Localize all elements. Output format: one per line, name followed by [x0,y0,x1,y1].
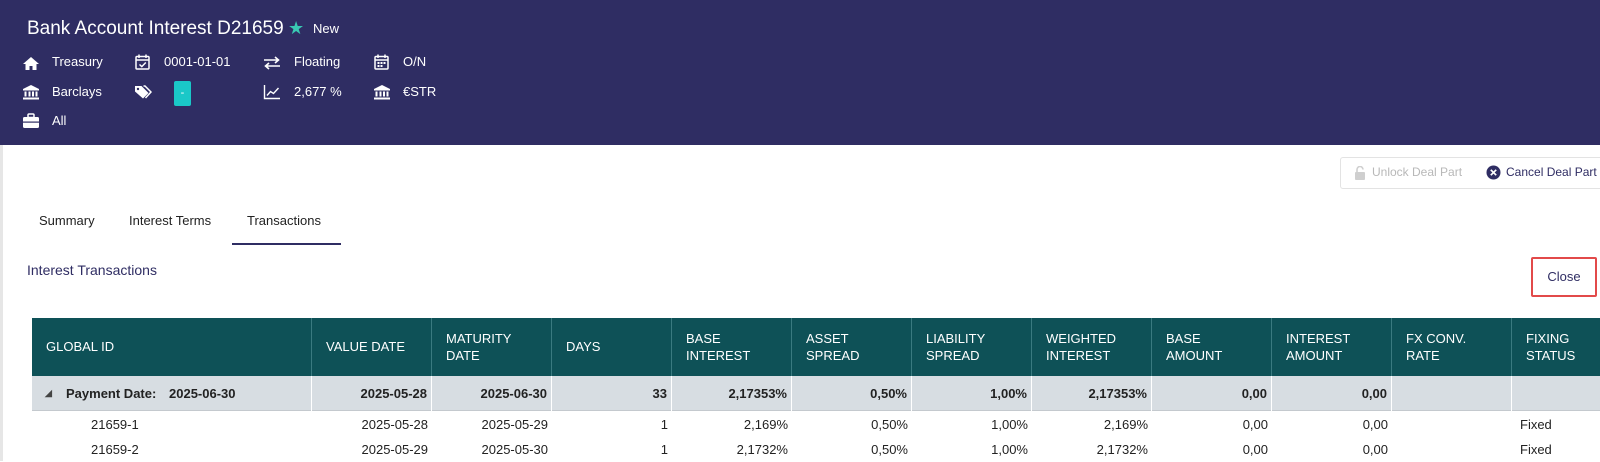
cell-base-amount: 0,00 [1242,417,1268,432]
group-value-date: 2025-05-28 [312,376,432,411]
cell-asset-spread: 0,50% [871,417,908,432]
meta-counterparty: Barclays [52,84,102,99]
meta-rate-type: Floating [294,54,341,69]
column-header[interactable]: FIXING STATUS [1526,331,1576,363]
column-header[interactable]: BASE INTEREST [672,318,792,376]
group-label: Payment Date: [66,386,157,401]
meta-entity: Treasury [52,54,103,69]
meta-tenor: O/N [403,54,427,69]
deal-header: Bank Account Interest D21659 ★ New Treas… [0,0,1600,145]
column-header[interactable]: ASSET SPREAD [792,318,912,376]
group-weighted-interest: 2,17353% [1032,376,1152,411]
cell-global-id: 21659-2 [91,442,139,457]
active-tab-indicator [232,243,341,245]
meta-rate: 2,677 % [294,84,342,99]
group-liability-spread: 1,00% [912,376,1032,411]
group-days: 33 [552,376,672,411]
group-fixing-status [1512,376,1600,411]
tags-icon [134,84,153,100]
cancel-circle-icon [1486,165,1501,180]
cell-base-interest: 2,169% [743,417,788,432]
section-title: Interest Transactions [27,262,157,278]
line-chart-icon [263,84,281,100]
column-header[interactable]: FX CONV. RATE [1392,318,1512,376]
exchange-icon [263,55,281,71]
cell-fixing-status: Fixed [1520,417,1552,432]
home-icon [22,55,40,71]
calendar-check-icon [134,54,152,70]
status-badge: New [313,21,340,36]
group-maturity-date: 2025-06-30 [432,376,552,411]
column-header[interactable]: INTEREST AMOUNT [1272,318,1392,376]
group-payment-date: 2025-06-30 [169,386,236,401]
bank-icon [22,84,40,100]
table-row[interactable]: 21659-2 2025-05-29 2025-05-30 1 2,1732% … [32,437,1600,462]
group-cell-payment: ◢ Payment Date: 2025-06-30 [32,376,312,411]
cell-interest-amount: 0,00 [1362,417,1388,432]
unlock-icon [1353,165,1367,180]
tab-summary[interactable]: Summary [39,213,95,228]
tab-transactions[interactable]: Transactions [247,213,321,228]
tab-interest-terms[interactable]: Interest Terms [129,213,212,228]
group-asset-spread: 0,50% [792,376,912,411]
cell-fixing-status: Fixed [1520,442,1552,457]
cell-fx-rate [1392,412,1512,437]
collapse-caret-icon[interactable]: ◢ [45,388,52,398]
table-row[interactable]: 21659-1 2025-05-28 2025-05-29 1 2,169% 0… [32,412,1600,437]
page-title: Bank Account Interest D21659 [27,18,284,39]
meta-date: 0001-01-01 [164,54,231,69]
cell-weighted-interest: 2,169% [1103,417,1148,432]
cell-base-interest: 2,1732% [736,442,788,457]
cancel-deal-part-button[interactable]: Cancel Deal Part [1506,165,1597,179]
calendar-icon [373,54,391,70]
cell-days: 1 [660,442,668,457]
cell-value-date: 2025-05-29 [361,442,429,457]
star-icon[interactable]: ★ [288,18,305,38]
cell-asset-spread: 0,50% [871,442,908,457]
meta-index: €STR [403,84,437,99]
group-fx-rate [1392,376,1512,411]
cell-interest-amount: 0,00 [1362,442,1388,457]
column-header[interactable]: LIABILITY SPREAD [912,318,1032,376]
group-base-interest: 2,17353% [672,376,792,411]
column-header[interactable]: VALUE DATE [312,318,432,376]
cell-weighted-interest: 2,1732% [1096,442,1148,457]
cell-maturity-date: 2025-05-30 [481,442,549,457]
unlock-deal-part-button[interactable]: Unlock Deal Part [1372,165,1463,179]
table-header: GLOBAL ID VALUE DATE MATURITY DATE DAYS … [32,318,1600,376]
column-header[interactable]: DAYS [552,318,672,376]
cell-value-date: 2025-05-28 [361,417,429,432]
cell-liability-spread: 1,00% [991,442,1028,457]
meta-portfolio: All [52,113,67,128]
group-row[interactable]: ◢ Payment Date: 2025-06-30 2025-05-28 20… [32,376,1600,411]
cell-base-amount: 0,00 [1242,442,1268,457]
column-header[interactable]: WEIGHTED INTEREST [1032,318,1152,376]
left-edge-bar [0,145,3,461]
column-header[interactable]: GLOBAL ID [32,318,312,376]
index-bank-icon [373,84,391,100]
close-button[interactable]: Close [1531,257,1597,297]
cell-liability-spread: 1,00% [991,417,1028,432]
cell-days: 1 [660,417,668,432]
deal-part-toolbar: Unlock Deal Part Cancel Deal Part [1340,157,1600,189]
column-header[interactable]: MATURITY DATE [432,318,552,376]
column-header[interactable]: BASE AMOUNT [1152,318,1272,376]
group-interest-amount: 0,00 [1272,376,1392,411]
briefcase-icon [22,113,40,129]
cell-global-id: 21659-1 [91,417,139,432]
group-base-amount: 0,00 [1152,376,1272,411]
cell-fx-rate [1392,437,1512,462]
cell-maturity-date: 2025-05-29 [481,417,549,432]
tag-chip[interactable]: - [174,81,191,106]
